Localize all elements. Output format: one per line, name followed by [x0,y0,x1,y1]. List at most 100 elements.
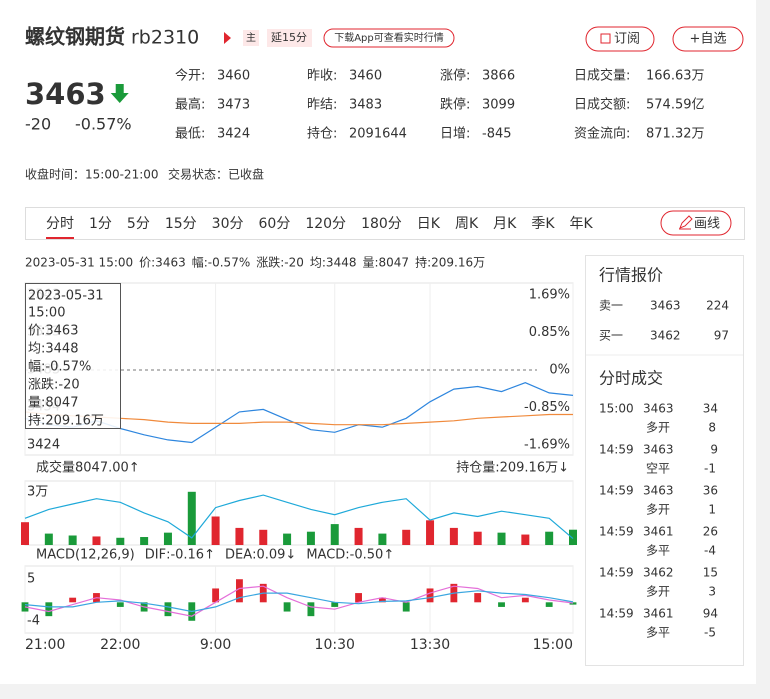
macd-bar [355,593,362,603]
tab[interactable]: 分时 [46,216,74,232]
side-panel [585,255,744,666]
trade-volume: 94 [703,607,718,621]
info-item: 持:209.16万 [415,255,485,270]
macd-bar [378,597,386,603]
trade-volume: 15 [703,566,718,580]
tab[interactable]: 年K [570,216,594,232]
draw-button[interactable] [660,210,732,236]
tab[interactable]: 5分 [127,216,150,232]
trade-volume: 26 [703,525,718,539]
percent: -0.57% [75,115,132,134]
subscribe: 订阅 [614,32,640,47]
volume-bar [497,532,506,545]
legend-value: 8047.00↑ [75,461,140,476]
volume-bar [449,527,458,545]
volume-bar [116,537,125,545]
info-item: 均:3448 [310,256,357,270]
status-value: 已收盘 [228,167,264,182]
volume-bar [211,516,220,545]
stat-value: 871.32万 [646,127,705,142]
tooltip-label: 价: [28,324,45,339]
price: 3463 [25,77,106,111]
volume-bar [354,527,363,545]
stat-value: 3483 [349,98,382,113]
tooltip [25,283,121,429]
stat-value: 3460 [349,69,382,84]
stat-value: 3866 [482,69,515,84]
book-volume: 97 [714,329,729,343]
stat-value: 3424 [217,127,250,142]
trade-price: 3461 [643,525,674,539]
tooltip-value: 8047 [45,396,78,411]
trade-volume: 9 [710,443,718,457]
panel-title: 行情报价 [599,266,663,285]
stat-value: 574.59亿 [646,98,705,113]
volume-bar [330,524,339,545]
tooltip-label: 幅: [28,360,45,375]
tab[interactable]: 月K [493,216,517,232]
tooltip-label: 量: [28,396,45,411]
stat-value: -845 [482,127,512,142]
trade-change: 1 [708,503,716,517]
status-value: 15:00-21:00 [85,168,159,182]
y-tick-label: 3万 [27,485,48,500]
trade-change: -4 [704,544,716,558]
watch-button[interactable] [672,26,744,52]
macd-bar [69,597,77,603]
y2-tick-label: 0.85% [529,325,570,340]
down-arrow [110,84,129,103]
tab[interactable]: 季K [531,216,555,232]
volume-bar [521,534,530,545]
legend-value: :209.16万↓ [495,461,569,476]
volume-bar [306,531,315,545]
tab[interactable]: 日K [417,216,441,232]
stat-value: 166.63万 [646,69,705,84]
tab[interactable]: 60分 [259,216,291,232]
volume-bar [235,527,244,545]
legend-value: :0.09↓ [252,548,296,563]
macd-bar [164,602,172,617]
tab[interactable]: 180分 [361,216,402,232]
trade-type: 多开 [646,585,670,599]
macd-title: MACD(12,26,9) [36,548,135,563]
stat-label: 持仓: [307,127,337,142]
trade-type: 多开 [646,421,670,435]
trade-time: 14:59 [599,484,634,498]
subscribe-button[interactable] [585,26,655,52]
trade-type: 多平 [646,626,670,640]
tab[interactable]: 15分 [165,216,197,232]
volume-bar [569,529,577,545]
stat-label: 日成交额: [574,97,630,113]
x-tick-label: 10:30 [315,637,355,653]
y-tick-label: -4 [27,613,40,628]
trade-change: 8 [708,421,716,435]
delay: 延15分 [271,31,307,44]
tooltip-value: -0.57% [45,360,91,375]
tab[interactable]: 120分 [305,216,346,232]
macd-bar [569,602,577,605]
change: -20 [25,115,51,134]
tab-bar [25,207,745,240]
tab[interactable]: 1分 [89,216,112,232]
y-tick-label: 5 [27,572,35,587]
macd-bar [521,597,529,603]
promo-pill[interactable] [323,28,455,48]
volume-bar [68,535,77,545]
stat-label: 今开: [175,68,205,84]
trade-price: 3462 [643,566,674,580]
stat-label: 昨结: [307,98,337,113]
macd-bar [212,588,220,603]
macd-bar [45,602,53,617]
tab[interactable]: 周K [455,216,479,232]
macd-bar [402,602,410,612]
stat-value: 3460 [217,69,250,84]
tab[interactable]: 30分 [212,216,244,232]
subscribe-icon [600,33,611,44]
legend-value: :-0.16↑ [166,548,215,563]
macd-bar [283,602,291,612]
draw: 画线 [694,217,720,232]
stat-label: 昨收: [307,69,337,84]
